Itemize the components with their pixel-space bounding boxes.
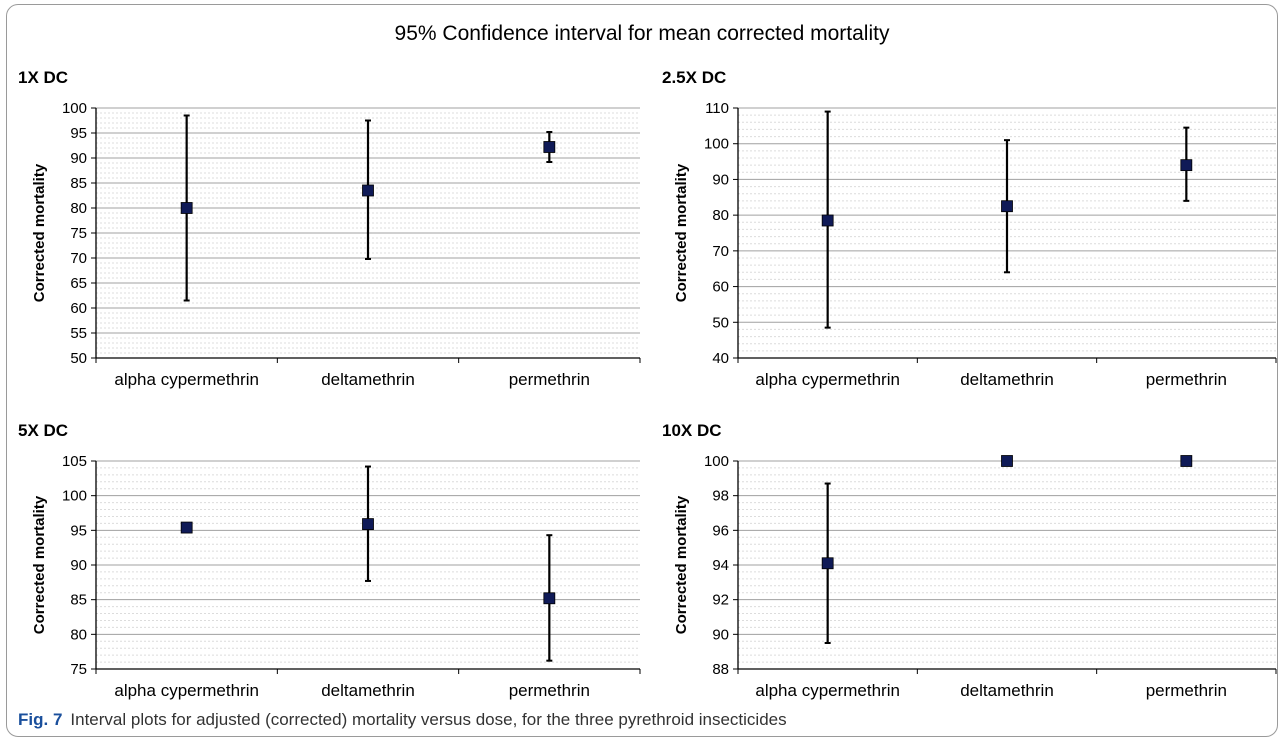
panel-2-category-label: deltamethrin — [960, 370, 1054, 389]
panel-4-category-label: alpha cypermethrin — [755, 681, 900, 700]
panel-4-y-tick-label: 88 — [712, 661, 729, 678]
panel-3-y-axis-label: Corrected mortality — [31, 495, 48, 634]
panel-1-category-label: alpha cypermethrin — [114, 370, 259, 389]
panel-2-category-label: permethrin — [1146, 370, 1227, 389]
panel-1-y-tick-label: 85 — [70, 175, 87, 192]
figure-caption: Fig. 7 Interval plots for adjusted (corre… — [18, 710, 787, 730]
panel-3-mean-marker — [362, 518, 374, 530]
panel-2-title: 2.5X DC — [662, 68, 726, 87]
panel-4-title: 10X DC — [662, 421, 722, 440]
panel-4-y-tick-label: 98 — [712, 488, 729, 505]
figure-title: 95% Confidence interval for mean correct… — [394, 22, 890, 45]
panel-4-y-tick-label: 90 — [712, 626, 729, 643]
panel-3-y-tick-label: 80 — [70, 626, 87, 643]
panel-2-y-tick-label: 100 — [704, 136, 729, 153]
panel-3-y-tick-label: 90 — [70, 557, 87, 574]
panel-1-category-label: permethrin — [509, 370, 590, 389]
panel-1-category-label: deltamethrin — [321, 370, 415, 389]
panel-3-y-tick-label: 85 — [70, 592, 87, 609]
panel-1-y-tick-label: 80 — [70, 200, 87, 217]
panel-3-category-label: permethrin — [509, 681, 590, 700]
panel-3-mean-marker — [180, 521, 193, 534]
panel-1-y-tick-label: 50 — [70, 350, 87, 367]
panel-2-y-tick-label: 70 — [712, 243, 729, 260]
panel-2-mean-marker — [821, 214, 834, 227]
panel-3-mean-marker — [543, 592, 556, 605]
panel-1-title: 1X DC — [18, 68, 68, 87]
panel-4-category-label: deltamethrin — [960, 681, 1054, 700]
panel-1-y-axis-label: Corrected mortality — [31, 163, 48, 302]
panel-3-y-tick-label: 100 — [62, 488, 87, 505]
panel-4-y-tick-label: 92 — [712, 592, 729, 609]
panel-4-mean-marker — [1180, 455, 1193, 467]
panel-1-y-tick-label: 60 — [70, 300, 87, 317]
figure-frame — [6, 4, 1278, 737]
panel-1-y-tick-label: 70 — [70, 250, 87, 267]
panel-3-y-tick-label: 95 — [70, 522, 87, 539]
caption-text: Interval plots for adjusted (corrected) … — [70, 710, 787, 729]
caption-label: Fig. 7 — [18, 710, 63, 729]
panel-1-y-tick-label: 65 — [70, 275, 87, 292]
panel-1-y-tick-label: 75 — [70, 225, 87, 242]
panel-2-y-tick-label: 50 — [712, 314, 729, 331]
panel-1-mean-marker — [362, 184, 374, 197]
panel-3-category-label: deltamethrin — [321, 681, 415, 700]
panel-1-mean-marker — [543, 141, 556, 153]
panel-2-y-tick-label: 60 — [712, 279, 729, 296]
panel-2-y-tick-label: 90 — [712, 171, 729, 188]
panel-2-mean-marker — [1180, 159, 1193, 172]
panel-4-mean-marker — [821, 557, 834, 570]
panel-4-y-tick-label: 100 — [704, 453, 729, 470]
panel-4-y-tick-label: 94 — [712, 557, 729, 574]
panel-2-y-tick-label: 40 — [712, 350, 729, 367]
panel-4-category-label: permethrin — [1146, 681, 1227, 700]
panel-1-y-tick-label: 95 — [70, 125, 87, 142]
panel-1-y-tick-label: 90 — [70, 150, 87, 167]
panel-3-category-label: alpha cypermethrin — [114, 681, 259, 700]
panel-2-y-axis-label: Corrected mortality — [673, 163, 690, 302]
panel-4-y-axis-label: Corrected mortality — [673, 495, 690, 634]
panel-1-y-tick-label: 55 — [70, 325, 87, 342]
panel-1-y-tick-label: 100 — [62, 100, 87, 117]
panel-2-y-tick-label: 110 — [705, 100, 729, 117]
panel-4-mean-marker — [1001, 455, 1013, 467]
panel-2-category-label: alpha cypermethrin — [755, 370, 900, 389]
panel-4-y-tick-label: 96 — [712, 522, 729, 539]
panel-3-title: 5X DC — [18, 421, 68, 440]
panel-2-mean-marker — [1001, 200, 1013, 213]
panel-3-y-tick-label: 105 — [62, 453, 87, 470]
panel-3-y-tick-label: 75 — [70, 661, 87, 678]
panel-1-mean-marker — [180, 202, 193, 214]
panel-2-y-tick-label: 80 — [712, 207, 729, 224]
